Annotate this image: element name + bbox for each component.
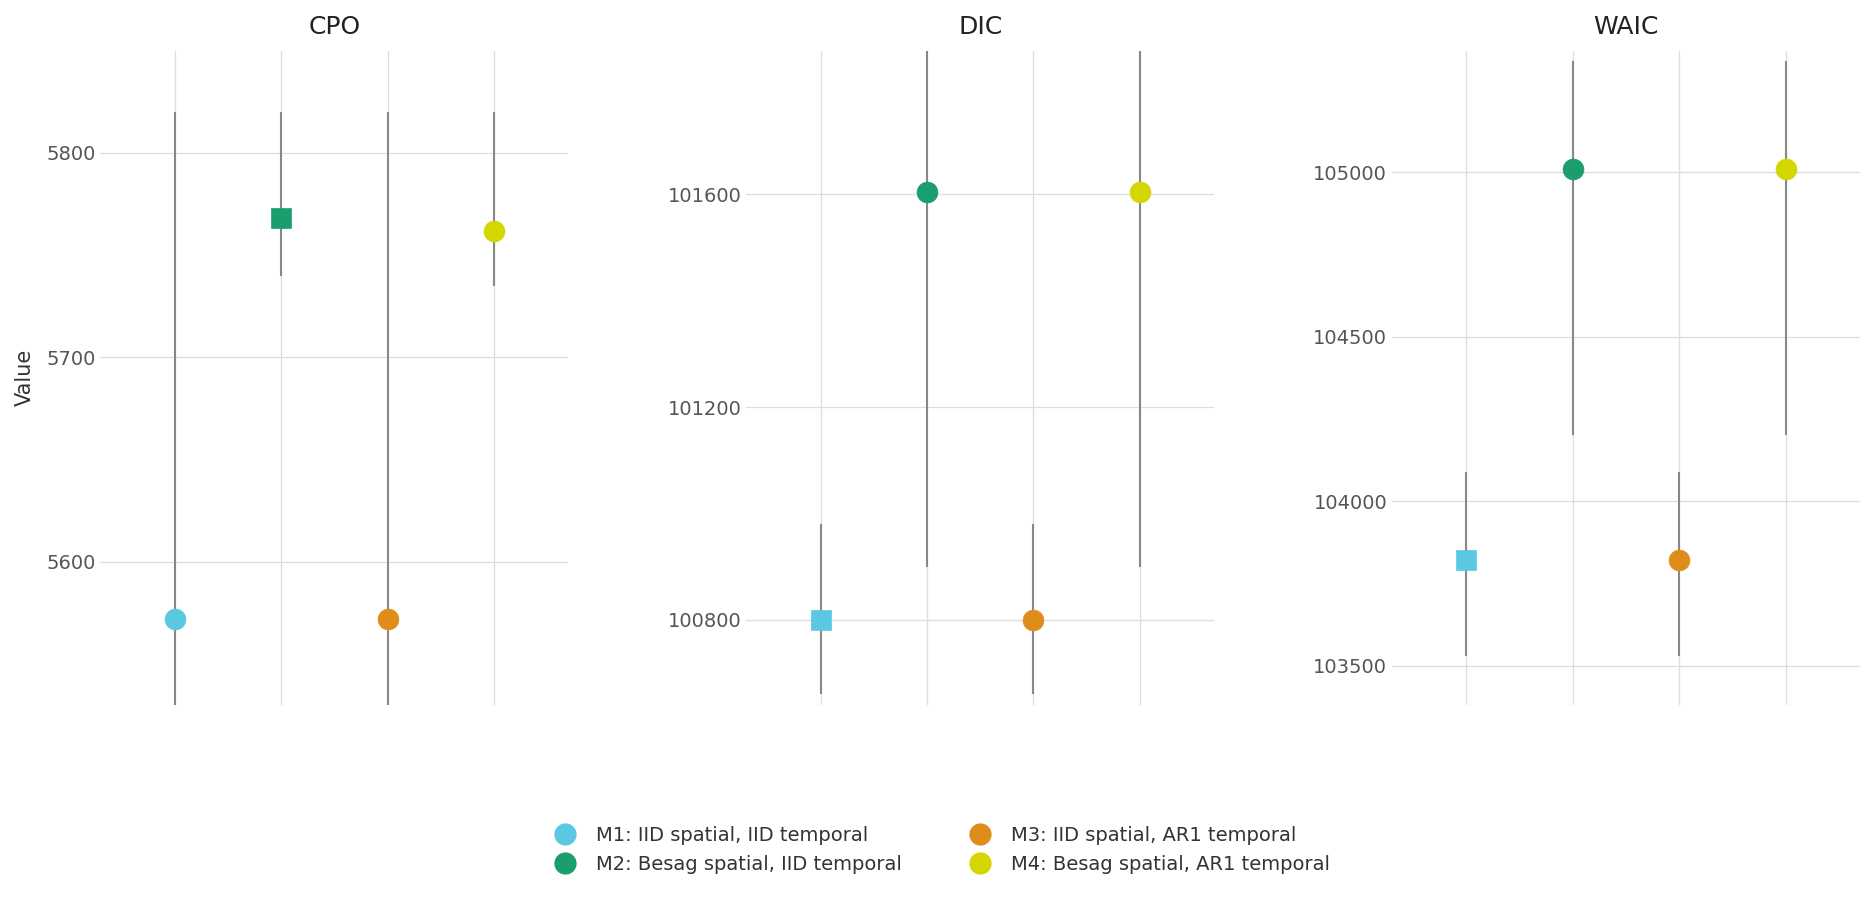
Y-axis label: Value: Value (15, 349, 36, 407)
Legend: M1: IID spatial, IID temporal, M2: Besag spatial, IID temporal, M3: IID spatial,: M1: IID spatial, IID temporal, M2: Besag… (538, 818, 1337, 881)
Title: DIC: DIC (958, 15, 1003, 39)
Title: WAIC: WAIC (1594, 15, 1659, 39)
Title: CPO: CPO (308, 15, 360, 39)
